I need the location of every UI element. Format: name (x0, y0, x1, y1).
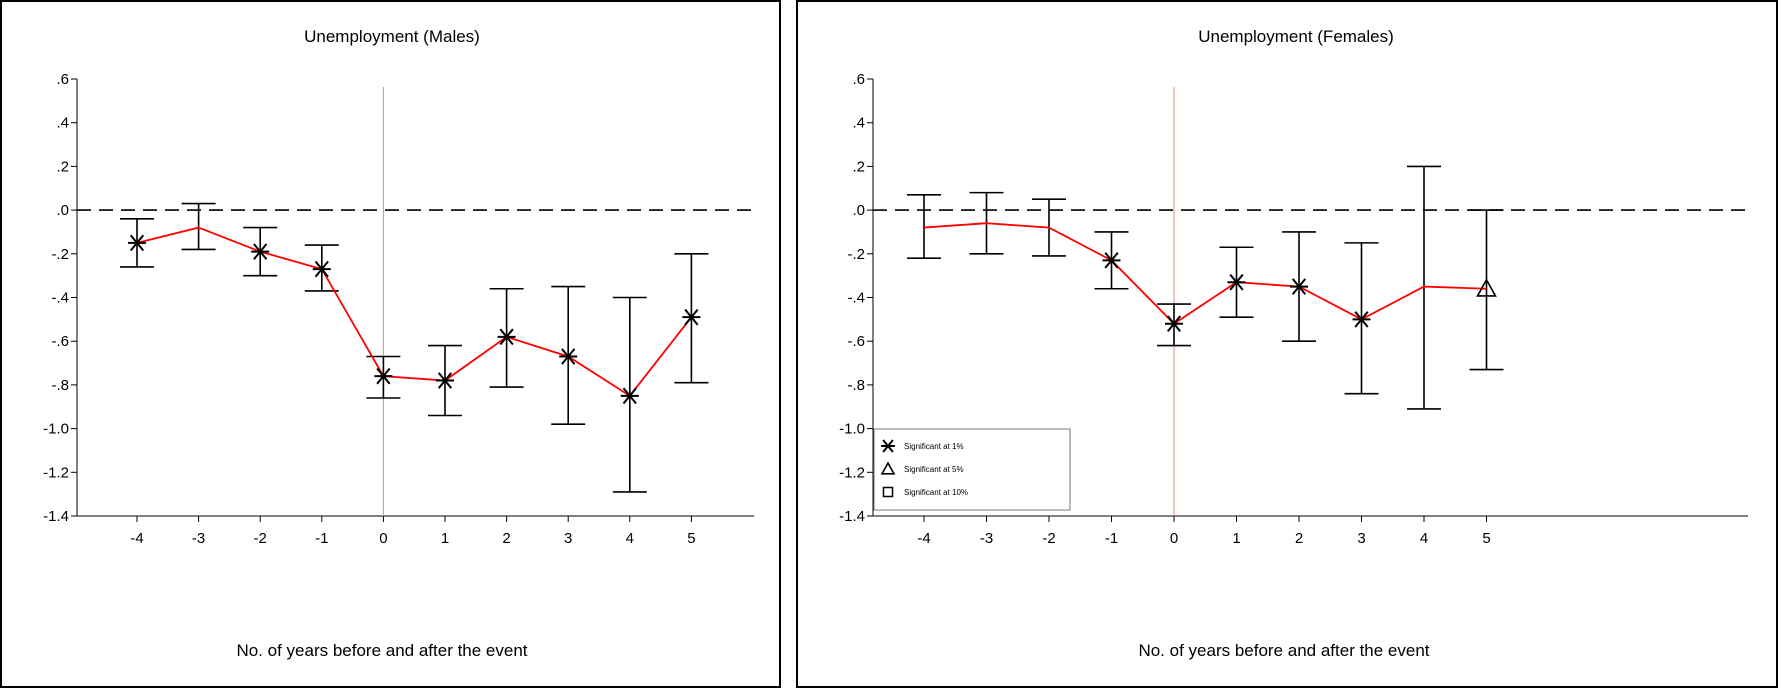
marker-significant-1pct (1165, 315, 1183, 333)
y-tick-label: -.2 (847, 246, 865, 263)
y-tick-label: .0 (56, 202, 69, 219)
marker-significant-1pct (312, 260, 331, 278)
y-tick-label: .2 (56, 158, 69, 175)
y-tick-label: -1.0 (43, 421, 69, 438)
y-tick-label: -.8 (51, 377, 69, 394)
x-tick-label: 0 (1170, 530, 1178, 547)
y-tick-label: -.4 (847, 290, 865, 307)
x-tick-label: -2 (1042, 530, 1055, 547)
marker-significant-1pct (1227, 273, 1246, 291)
legend-box (873, 428, 1071, 511)
marker-significant-1pct (559, 348, 578, 365)
y-tick-label: .2 (852, 158, 865, 175)
x-tick-label: -4 (130, 530, 143, 547)
legend-item-label: Significant at 10% (904, 488, 968, 497)
marker-significant-1pct (1290, 278, 1308, 295)
x-axis-label: No. of years before and after the event (236, 641, 527, 660)
x-tick-label: 1 (1232, 530, 1240, 547)
marker-significant-5pct (1476, 278, 1497, 297)
y-tick-label: -.6 (847, 333, 865, 350)
x-tick-label: -1 (1105, 530, 1118, 547)
confidence-interval (1407, 165, 1441, 410)
x-tick-label: 2 (502, 530, 510, 547)
y-tick-label: .6 (56, 71, 69, 88)
marker-significant-1pct (1102, 252, 1121, 269)
y-tick-label: -.4 (51, 290, 69, 307)
y-tick-label: -1.2 (839, 464, 865, 481)
chart-panel-females: Unemployment (Females) .6 .4 .2 .0 -.2 -.4 -.6… (796, 0, 1778, 688)
y-tick-label: .4 (56, 115, 69, 132)
y-tick-label: -1.4 (43, 508, 69, 525)
chart-title: Unemployment (Males) (304, 27, 480, 46)
confidence-interval (907, 194, 941, 259)
x-tick-label: 5 (1482, 530, 1490, 547)
marker-significant-1pct (436, 372, 454, 389)
y-tick-label: .4 (852, 115, 865, 132)
y-tick-label: -.6 (51, 333, 69, 350)
y-tick-label: -.8 (847, 377, 865, 394)
x-tick-label: 1 (441, 530, 449, 547)
legend: Significant at 1% Significant at 5% Signif… (873, 428, 1071, 511)
chart-title: Unemployment (Females) (1198, 27, 1394, 46)
confidence-interval (1469, 209, 1504, 371)
y-tick-label: -1.4 (839, 508, 865, 525)
x-tick-label: -1 (315, 530, 328, 547)
marker-significant-1pct (251, 243, 270, 260)
y-tick-label: .0 (852, 202, 865, 219)
x-tick-label: -2 (254, 530, 267, 547)
chart-panel-males: Unemployment (Males) .6 .4 .2 .0 -.2 -.4 -.6 -.… (0, 0, 781, 688)
chart-males: Unemployment (Males) .6 .4 .2 .0 -.2 -.4 -.6 -.… (43, 27, 754, 660)
chart-females: Unemployment (Females) .6 .4 .2 .0 -.2 -.4 -.6… (839, 27, 1753, 660)
estimate-line (923, 222, 1487, 325)
plot-area: .6 .4 .2 .0 -.2 -.4 -.6 -.8 -1.0 -1.2 -1.4 -4 -3 -2 -1… (43, 71, 754, 547)
legend-marker-triangle (880, 461, 896, 475)
marker-significant-1pct (620, 387, 639, 405)
x-tick-label: 2 (1295, 530, 1303, 547)
legend-marker-asterisk (881, 439, 895, 453)
x-tick-label: 4 (1420, 530, 1428, 547)
plot-area: .6 .4 .2 .0 -.2 -.4 -.6 -.8 -1.0 -1.2 -1.4 -4 -3 -2 -1… (839, 71, 1753, 547)
x-tick-label: -3 (192, 530, 205, 547)
x-tick-label: 5 (687, 530, 695, 547)
y-tick-label: -1.0 (839, 421, 865, 438)
marker-significant-1pct (374, 367, 393, 385)
marker-significant-1pct (1352, 311, 1371, 328)
x-axis-label: No. of years before and after the event (1138, 641, 1429, 660)
marker-significant-1pct (682, 308, 701, 326)
marker-significant-1pct (497, 328, 516, 346)
legend-item-label: Significant at 1% (904, 442, 964, 451)
x-tick-label: 0 (379, 530, 387, 547)
estimate-line (136, 226, 693, 398)
legend-item-label: Significant at 5% (904, 465, 964, 474)
x-tick-label: 4 (626, 530, 634, 547)
x-tick-label: 3 (1357, 530, 1365, 547)
y-tick-label: .6 (852, 71, 865, 88)
legend-marker-square (882, 486, 894, 498)
x-tick-label: 3 (564, 530, 572, 547)
y-tick-label: -.2 (51, 246, 69, 263)
y-tick-label: -1.2 (43, 464, 69, 481)
marker-significant-1pct (128, 234, 146, 252)
x-tick-label: -3 (980, 530, 993, 547)
x-tick-label: -4 (917, 530, 930, 547)
confidence-interval (181, 202, 216, 251)
